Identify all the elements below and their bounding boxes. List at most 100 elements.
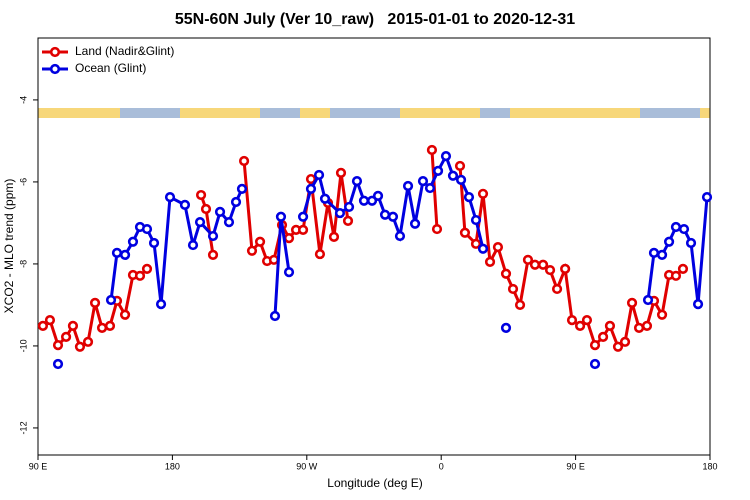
data-point <box>663 236 675 247</box>
data-point <box>492 242 504 253</box>
data-point <box>105 294 117 306</box>
data-point <box>164 191 176 203</box>
data-point <box>335 167 347 178</box>
data-point <box>604 320 616 331</box>
data-point <box>529 259 541 270</box>
x-tick-label: 0 <box>439 461 444 471</box>
x-tick-label: 90 W <box>296 461 318 471</box>
chart-title: 55N-60N July (Ver 10_raw) 2015-01-01 to … <box>175 11 575 28</box>
data-point <box>297 224 309 235</box>
data-point <box>648 247 660 258</box>
data-point <box>60 331 72 343</box>
data-point <box>514 299 526 311</box>
data-point <box>155 299 167 310</box>
data-point <box>127 236 139 247</box>
data-point <box>342 215 354 226</box>
data-point <box>74 341 86 352</box>
y-axis-label: XCO2 - MLO trend (ppm) <box>2 179 16 314</box>
legend-marker <box>49 63 61 75</box>
surface-strip <box>38 108 710 118</box>
data-point <box>275 211 287 222</box>
data-point <box>314 248 326 260</box>
data-point <box>656 309 668 320</box>
data-point <box>612 341 624 352</box>
legend-label: Ocean (Glint) <box>75 61 146 75</box>
data-point <box>230 196 242 208</box>
data-point <box>470 238 482 249</box>
data-point <box>454 160 466 172</box>
y-tick-label: -4 <box>18 96 28 104</box>
data-point <box>597 331 609 343</box>
plot-frame <box>37 37 711 456</box>
data-point <box>626 297 638 308</box>
data-point <box>500 322 512 333</box>
data-point <box>119 309 131 320</box>
data-point <box>246 245 258 256</box>
data-point <box>560 263 571 274</box>
data-point <box>44 315 56 326</box>
data-point <box>104 320 116 331</box>
data-point <box>417 176 429 187</box>
data-point <box>470 214 482 226</box>
legend-label: Land (Nadir&Glint) <box>75 44 174 58</box>
data-point <box>402 180 414 192</box>
data-point <box>187 239 199 251</box>
data-point <box>305 183 317 194</box>
data-point <box>685 237 697 249</box>
data-point <box>207 249 219 261</box>
data-point <box>119 249 131 261</box>
data-point <box>642 294 654 306</box>
data-point <box>37 320 49 331</box>
data-point <box>194 217 206 228</box>
data-point <box>148 237 160 249</box>
data-point <box>141 263 153 274</box>
data-point <box>424 182 436 194</box>
data-point <box>111 247 123 258</box>
data-point <box>67 320 79 331</box>
data-point <box>297 211 309 222</box>
data-point <box>447 170 459 181</box>
y-tick-label: -12 <box>18 421 28 434</box>
y-tick-label: -6 <box>18 178 28 186</box>
data-point <box>432 165 444 176</box>
data-point <box>431 223 443 235</box>
data-point <box>589 340 601 351</box>
data-point <box>236 183 248 194</box>
data-point <box>305 173 317 185</box>
x-tick-label: 90 E <box>566 461 585 471</box>
data-point <box>52 340 64 351</box>
data-point <box>477 243 489 254</box>
data-point <box>82 336 94 347</box>
data-point <box>200 203 212 215</box>
data-point <box>589 358 601 370</box>
data-point <box>134 270 146 281</box>
data-point <box>283 232 295 244</box>
data-point <box>641 320 653 331</box>
x-tick-label: 180 <box>702 461 717 471</box>
data-point <box>477 188 489 199</box>
data-point <box>254 236 266 247</box>
data-point <box>343 201 355 213</box>
data-point <box>141 223 153 235</box>
y-tick-label: -10 <box>18 339 28 352</box>
data-point <box>283 267 295 278</box>
data-point <box>507 283 519 295</box>
x-tick-label: 180 <box>165 461 180 471</box>
data-point <box>358 195 370 206</box>
legend-marker <box>49 46 61 58</box>
data-point <box>214 206 226 217</box>
data-point <box>581 315 593 326</box>
data-point <box>633 322 645 333</box>
data-point <box>678 223 690 235</box>
data-point <box>268 254 280 265</box>
data-point <box>319 193 331 204</box>
data-point <box>544 264 556 276</box>
data-point <box>670 221 682 233</box>
data-point <box>670 270 682 281</box>
data-point <box>372 190 384 201</box>
data-point <box>394 230 406 242</box>
data-point <box>195 189 207 201</box>
y-tick-label: -8 <box>18 260 28 268</box>
data-point <box>89 297 101 308</box>
